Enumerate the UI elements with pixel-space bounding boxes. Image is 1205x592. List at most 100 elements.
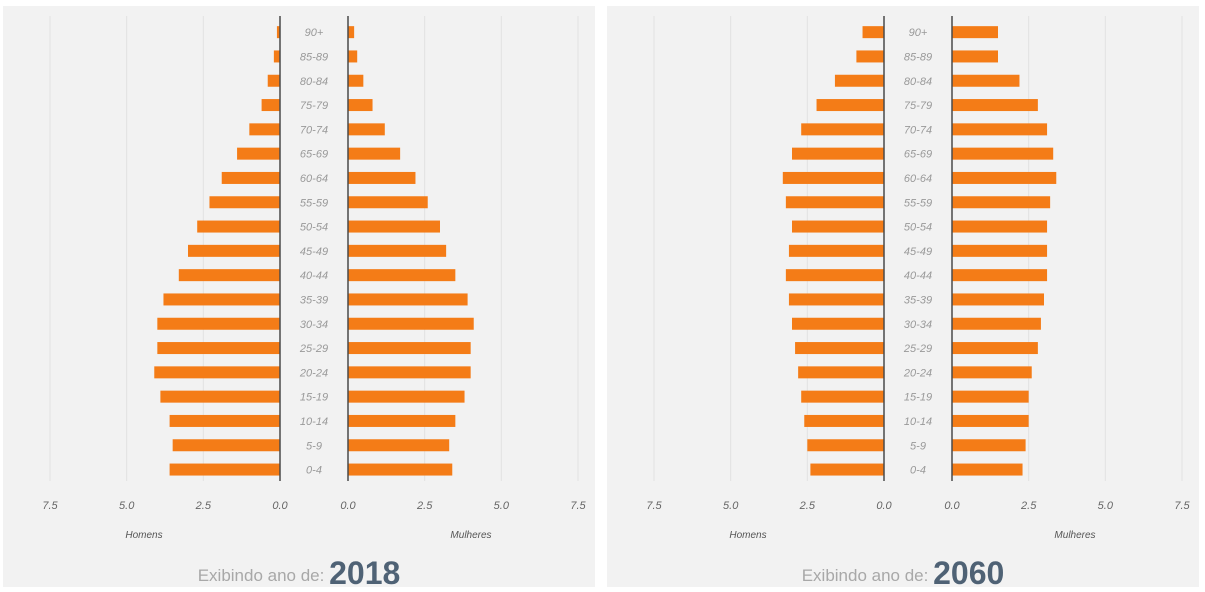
population-pyramid-2060: 7.5 5.0 2.5 0.0 0.0 2.5 5.0 7.5 0-4 5-9 10-14 15-19… bbox=[646, 16, 1191, 541]
x-tick-label: 2.5 bbox=[195, 500, 212, 512]
bar-homens-80-84 bbox=[834, 74, 884, 87]
bar-homens-75-79 bbox=[816, 99, 884, 112]
bar-mulheres-70-74 bbox=[348, 123, 385, 136]
bar-mulheres-10-14 bbox=[952, 414, 1029, 427]
year-caption-label: Exibindo ano de: bbox=[801, 566, 929, 585]
x-tick-label: 0.0 bbox=[272, 500, 288, 512]
age-group-label: 50-54 bbox=[904, 222, 932, 234]
x-tick-label: 2.5 bbox=[799, 500, 816, 512]
bar-mulheres-70-74 bbox=[952, 123, 1048, 136]
bar-mulheres-90+ bbox=[952, 26, 998, 39]
bar-mulheres-5-9 bbox=[952, 439, 1026, 452]
bar-mulheres-50-54 bbox=[952, 220, 1048, 233]
x-tick-label: 5.0 bbox=[723, 500, 739, 512]
bar-homens-55-59 bbox=[209, 196, 280, 209]
year-value: 2018 bbox=[329, 555, 401, 591]
bar-homens-0-4 bbox=[169, 463, 280, 476]
bar-mulheres-40-44 bbox=[348, 269, 456, 282]
bar-homens-85-89 bbox=[273, 50, 280, 63]
bar-homens-55-59 bbox=[785, 196, 884, 209]
bar-homens-10-14 bbox=[169, 414, 280, 427]
age-group-label: 35-39 bbox=[904, 294, 932, 306]
bar-homens-50-54 bbox=[792, 220, 884, 233]
age-group-label: 20-24 bbox=[903, 367, 932, 379]
x-tick-label: 5.0 bbox=[1098, 500, 1114, 512]
age-group-label: 55-59 bbox=[904, 197, 932, 209]
bar-homens-10-14 bbox=[804, 414, 884, 427]
bar-mulheres-45-49 bbox=[348, 244, 447, 257]
bar-homens-5-9 bbox=[172, 439, 280, 452]
age-group-label: 25-29 bbox=[299, 343, 328, 355]
age-group-label: 30-34 bbox=[904, 319, 932, 331]
x-tick-label: 7.5 bbox=[42, 500, 58, 512]
bar-mulheres-20-24 bbox=[952, 366, 1032, 379]
bar-homens-65-69 bbox=[792, 147, 884, 160]
x-tick-label: 2.5 bbox=[416, 500, 433, 512]
x-tick-label: 5.0 bbox=[494, 500, 510, 512]
x-tick-label: 0.0 bbox=[340, 500, 356, 512]
bar-mulheres-65-69 bbox=[348, 147, 401, 160]
bar-homens-25-29 bbox=[157, 342, 280, 355]
year-caption: Exibindo ano de: 2060 bbox=[607, 555, 1199, 592]
age-group-label: 55-59 bbox=[300, 197, 328, 209]
bar-mulheres-65-69 bbox=[952, 147, 1054, 160]
age-group-label: 50-54 bbox=[300, 222, 328, 234]
bar-homens-20-24 bbox=[798, 366, 884, 379]
bar-mulheres-75-79 bbox=[348, 99, 373, 112]
population-pyramid-2018: 7.5 5.0 2.5 0.0 0.0 2.5 5.0 7.5 0-4 5-9 10-14 15-19… bbox=[42, 16, 587, 541]
x-tick-label: 0.0 bbox=[876, 500, 892, 512]
bar-mulheres-25-29 bbox=[348, 342, 471, 355]
x-tick-label: 7.5 bbox=[646, 500, 662, 512]
bar-mulheres-90+ bbox=[348, 26, 355, 39]
bar-homens-70-74 bbox=[801, 123, 884, 136]
age-group-label: 90+ bbox=[305, 27, 324, 39]
age-group-label: 75-79 bbox=[300, 100, 328, 112]
age-group-label: 15-19 bbox=[300, 392, 328, 404]
bar-mulheres-55-59 bbox=[952, 196, 1051, 209]
age-group-label: 45-49 bbox=[300, 246, 328, 258]
bar-homens-65-69 bbox=[237, 147, 280, 160]
bar-mulheres-15-19 bbox=[952, 390, 1029, 403]
bar-homens-45-49 bbox=[788, 244, 884, 257]
x-tick-label: 5.0 bbox=[119, 500, 135, 512]
age-group-label: 65-69 bbox=[904, 149, 932, 161]
bar-homens-90+ bbox=[862, 26, 884, 39]
bar-mulheres-75-79 bbox=[952, 99, 1038, 112]
pyramid-panel-2060: 7.5 5.0 2.5 0.0 0.0 2.5 5.0 7.5 0-4 5-9 10-14 15-19… bbox=[607, 6, 1199, 591]
bar-homens-35-39 bbox=[788, 293, 884, 306]
bar-mulheres-0-4 bbox=[348, 463, 453, 476]
mulheres-label: Mulheres bbox=[1054, 530, 1095, 541]
bar-homens-15-19 bbox=[160, 390, 280, 403]
bar-homens-60-64 bbox=[782, 171, 884, 184]
bar-homens-70-74 bbox=[249, 123, 280, 136]
bar-homens-0-4 bbox=[810, 463, 884, 476]
age-group-label: 40-44 bbox=[300, 270, 328, 282]
age-group-label: 25-29 bbox=[903, 343, 932, 355]
bar-mulheres-15-19 bbox=[348, 390, 465, 403]
bar-homens-40-44 bbox=[178, 269, 280, 282]
bar-mulheres-10-14 bbox=[348, 414, 456, 427]
bar-mulheres-25-29 bbox=[952, 342, 1038, 355]
year-caption: Exibindo ano de: 2018 bbox=[3, 555, 595, 592]
bar-homens-30-34 bbox=[157, 317, 280, 330]
age-group-label: 85-89 bbox=[904, 51, 932, 63]
age-group-label: 80-84 bbox=[904, 76, 932, 88]
age-group-label: 60-64 bbox=[300, 173, 328, 185]
bar-mulheres-30-34 bbox=[348, 317, 474, 330]
age-group-label: 10-14 bbox=[904, 416, 932, 428]
bar-homens-30-34 bbox=[792, 317, 884, 330]
bar-mulheres-50-54 bbox=[348, 220, 440, 233]
age-group-label: 0-4 bbox=[910, 465, 926, 477]
age-group-label: 45-49 bbox=[904, 246, 932, 258]
bar-mulheres-35-39 bbox=[348, 293, 468, 306]
bar-mulheres-60-64 bbox=[952, 171, 1057, 184]
bar-mulheres-35-39 bbox=[952, 293, 1044, 306]
bar-mulheres-60-64 bbox=[348, 171, 416, 184]
bar-homens-35-39 bbox=[163, 293, 280, 306]
bar-mulheres-30-34 bbox=[952, 317, 1041, 330]
mulheres-label: Mulheres bbox=[450, 530, 491, 541]
bar-homens-85-89 bbox=[856, 50, 884, 63]
x-tick-label: 7.5 bbox=[1174, 500, 1190, 512]
age-group-label: 85-89 bbox=[300, 51, 328, 63]
bar-homens-25-29 bbox=[795, 342, 884, 355]
